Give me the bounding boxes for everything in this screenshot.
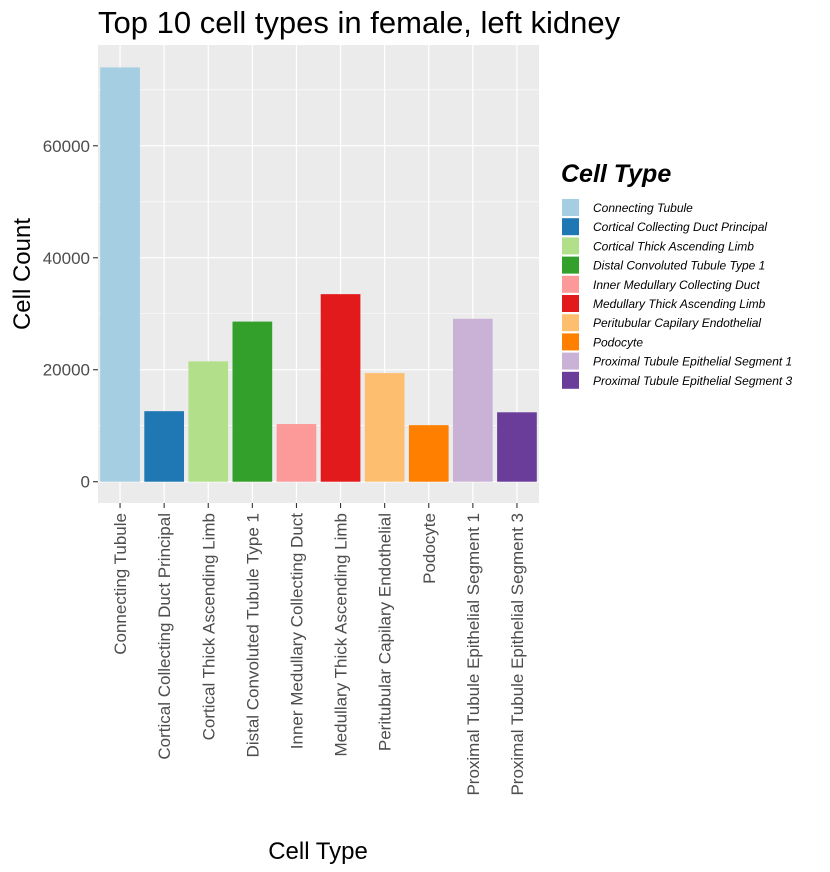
legend-label: Distal Convoluted Tubule Type 1 [593,259,765,273]
bar [188,361,229,482]
legend: Connecting Tubule Cortical Collecting Duc… [562,199,793,389]
y-tick-label: 60000 [43,137,90,156]
legend-swatch [562,314,579,332]
legend-swatch [562,275,579,293]
bars [100,67,537,482]
legend-label: Podocyte [593,335,643,349]
legend-label: Cortical Collecting Duct Principal [593,220,767,234]
legend-label: Inner Medullary Collecting Duct [593,278,760,292]
x-tick-label: Cortical Thick Ascending Limb [199,513,218,740]
legend-swatch [562,218,579,236]
x-axis-title: Cell Type [268,838,368,865]
bar [232,321,273,482]
legend-label: Medullary Thick Ascending Limb [593,297,766,311]
legend-swatch [562,333,579,351]
x-tick-label: Proximal Tubule Epithelial Segment 1 [464,513,483,796]
x-axis: Connecting Tubule Cortical Collecting Duc… [111,503,527,796]
legend-label: Cortical Thick Ascending Limb [593,239,754,253]
x-tick-label: Podocyte [420,513,439,584]
x-tick-label: Distal Convoluted Tubule Type 1 [243,513,262,757]
legend-label: Proximal Tubule Epithelial Segment 3 [593,374,793,388]
x-tick-label: Cortical Collecting Duct Principal [155,513,174,760]
legend-swatch [562,256,579,274]
bar [364,373,405,482]
legend-swatch [562,237,579,255]
y-tick-label: 0 [81,473,90,492]
legend-title: Cell Type [561,160,671,188]
y-tick-label: 20000 [43,361,90,380]
y-axis-title: Cell Count [9,218,36,330]
x-tick-label: Connecting Tubule [111,513,130,655]
legend-swatch [562,371,579,389]
bar [497,412,537,482]
legend-label: Peritubular Capilary Endothelial [593,316,761,330]
x-tick-label: Medullary Thick Ascending Limb [332,513,351,756]
bar [100,67,140,482]
x-tick-label: Proximal Tubule Epithelial Segment 3 [508,513,527,796]
legend-swatch [562,199,579,216]
bar [144,411,184,482]
bar [276,424,317,482]
x-tick-label: Inner Medullary Collecting Duct [287,513,306,749]
legend-label: Connecting Tubule [593,201,693,215]
y-tick-label: 40000 [43,249,90,268]
x-tick-label: Peritubular Capilary Endothelial [376,513,395,751]
bar [453,318,493,482]
y-axis: 0 20000 40000 60000 [43,137,98,492]
legend-label: Proximal Tubule Epithelial Segment 1 [593,355,792,369]
legend-swatch [562,352,579,370]
legend-swatch [562,295,579,312]
bar [408,425,449,482]
chart-title: Top 10 cell types in female, left kidney [98,5,621,40]
bar [320,294,361,482]
